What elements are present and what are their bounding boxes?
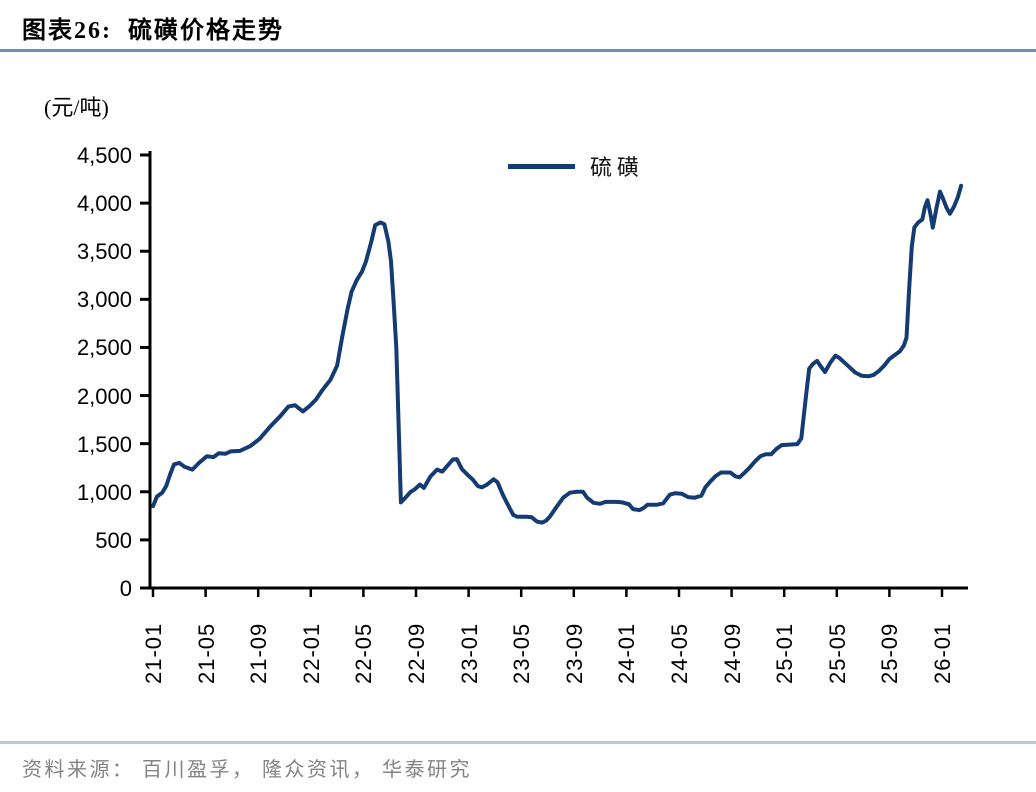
y-axis-unit-label: (元/吨) <box>44 95 109 120</box>
legend-line-swatch <box>508 163 575 169</box>
legend-series-label: 硫磺 <box>590 155 645 180</box>
footer-divider <box>0 741 1036 744</box>
legend: 硫磺 <box>508 150 644 182</box>
sulfur-price-line <box>151 183 964 525</box>
source-note: 资料来源： 百川盈孚， 隆众资讯， 华泰研究 <box>22 759 472 781</box>
figure-title: 图表26: 硫磺价格走势 <box>22 18 284 44</box>
title-divider <box>0 49 1036 52</box>
